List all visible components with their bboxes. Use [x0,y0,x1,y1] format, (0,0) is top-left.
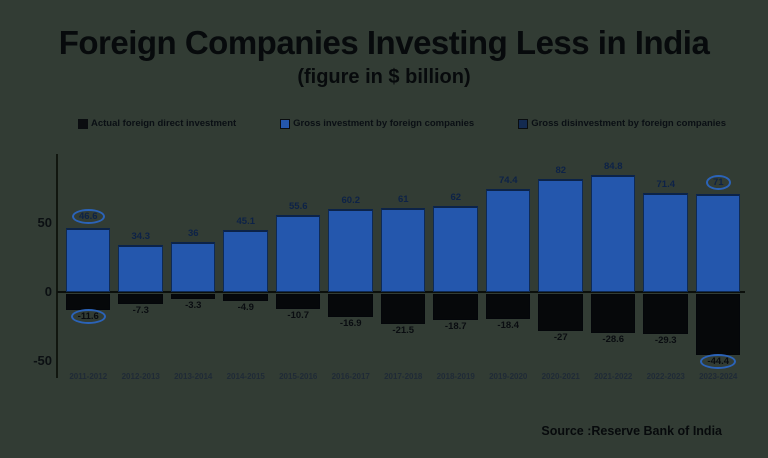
x-axis-year-label: 2016-2017 [331,372,370,381]
disinvestment-value-label: -3.3 [185,299,202,311]
disinvestment-value-label: -28.6 [602,334,625,346]
zero-baseline [57,291,745,293]
gross-disinvestment-bar [538,294,583,332]
gross-value-label: 36 [187,228,199,240]
gross-disinvestment-bar [643,294,688,335]
x-axis-year-label: 2017-2018 [384,372,423,381]
disinvestment-value-label: -44.4 [685,354,752,370]
y-axis-line [56,154,58,378]
disinvestment-value-label: -18.4 [497,320,520,332]
chart-subtitle: (figure in $ billion) [297,66,471,88]
gross-investment-bar [223,229,268,292]
legend-item-gross-investment: Gross investment by foreign companies [280,118,474,129]
disinvestment-value-label: -4.9 [237,301,254,313]
gross-value-label: 84.8 [604,160,623,172]
gross-investment-bar [65,227,110,292]
gross-value-label: 45.1 [236,215,256,227]
highlight-ellipse: -44.4 [700,354,737,370]
legend-item-gross-disinvestment: Gross disinvestment by foreign companies [518,118,726,129]
gross-value-label: 46.6 [55,208,122,224]
x-axis-year-label: 2015-2016 [279,372,318,381]
gross-disinvestment-bar [328,294,373,318]
x-axis-year-label: 2020-2021 [541,372,580,381]
source-attribution: Source :Reserve Bank of India [541,424,722,438]
legend-label: Gross investment by foreign companies [293,118,475,129]
gross-value-label: 71.4 [656,179,676,191]
x-axis-year-label: 2019-2020 [489,372,528,381]
legend-swatch-navy-icon [518,118,529,129]
gross-disinvestment-bar [118,294,163,305]
gross-disinvestment-bar [65,294,110,310]
x-axis-year-label: 2011-2012 [69,372,108,381]
gross-investment-bar [433,206,478,292]
x-axis-year-label: 2023-2024 [699,372,738,381]
gross-investment-bar [695,194,740,292]
disinvestment-value-label: -16.9 [339,318,362,330]
disinvestment-value-label: -27 [553,332,568,344]
gross-value-label: 61 [397,193,409,205]
x-axis-year-label: 2021-2022 [594,372,633,381]
x-axis-year-label: 2014-2015 [226,372,265,381]
gross-value-label: 34.3 [131,230,151,242]
gross-investment-bar [328,208,373,292]
gross-investment-bar [380,207,425,292]
x-axis-year-label: 2012-2013 [121,372,160,381]
x-axis-year-label: 2022-2023 [646,372,685,381]
gross-value-label: 74.4 [499,175,518,187]
legend-label: Gross disinvestment by foreign companies [531,118,726,129]
gross-disinvestment-bar [275,294,320,309]
disinvestment-value-label: -18.7 [444,320,467,332]
gross-investment-bar [643,193,688,292]
disinvestment-value-label: -10.7 [287,309,310,321]
gross-value-label: 55.6 [289,201,308,213]
legend-swatch-black-icon [78,118,88,129]
gross-disinvestment-bar [170,294,215,299]
highlight-ellipse: 71 [705,175,731,191]
gross-investment-bar [485,189,530,292]
highlight-ellipse: 46.6 [72,208,105,224]
disinvestment-value-label: -29.3 [654,335,677,347]
gross-investment-bar [170,242,215,292]
gross-investment-bar [538,178,583,292]
gross-disinvestment-bar [590,294,635,334]
gross-value-label: 82 [555,164,567,176]
chart-title: Foreign Companies Investing Less in Indi… [58,24,710,61]
legend-swatch-blue-icon [280,118,291,129]
legend-label: Actual foreign direct investment [91,118,237,129]
gross-value-label: 60.2 [341,194,361,206]
disinvestment-value-label: -11.6 [55,309,122,324]
gross-disinvestment-bar [695,294,740,356]
gross-value-label: 62 [450,192,462,204]
gross-investment-bar [590,174,635,292]
gross-investment-bar [118,244,163,292]
gross-value-label: 71 [685,175,752,191]
disinvestment-value-label: -21.5 [392,324,415,336]
legend-item-actual-fdi: Actual foreign direct investment [78,118,236,129]
y-axis-tick-neg50: -50 [33,353,52,368]
legend: Actual foreign direct investment Gross i… [78,118,726,129]
gross-disinvestment-bar [433,294,478,320]
y-axis-tick-50: 50 [37,215,52,230]
gross-disinvestment-bar [223,294,268,301]
x-axis-year-label: 2018-2019 [436,372,475,381]
gross-disinvestment-bar [380,294,425,324]
highlight-ellipse: -11.6 [70,309,106,324]
y-axis-tick-0: 0 [44,284,52,299]
gross-investment-bar [275,215,320,292]
disinvestment-value-label: -7.3 [132,305,149,317]
gross-disinvestment-bar [485,294,530,320]
x-axis-year-label: 2013-2014 [174,372,213,381]
